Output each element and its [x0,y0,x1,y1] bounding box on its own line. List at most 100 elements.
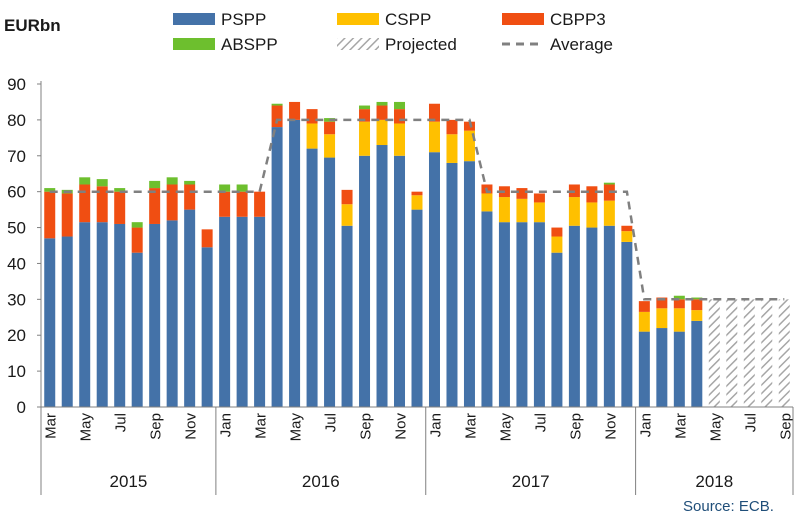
bar-cbpp3 [341,189,353,205]
bar-cbpp3 [638,301,650,312]
bar-group [463,121,475,407]
bar-cbpp3 [254,191,266,217]
bar-group [621,225,633,407]
bar-cspp [376,119,388,146]
bar-pspp [498,222,510,407]
bar-pspp [131,252,143,407]
bar-cbpp3 [306,109,318,124]
bar-cbpp3 [411,191,423,196]
bar-group [428,103,440,407]
bar-abspp [79,177,91,185]
x-tick-label: Sep [777,413,794,440]
bar-pspp [306,148,318,407]
bar-pspp [79,222,91,407]
bar-cspp [603,200,615,226]
bar-projected [778,299,790,407]
bar-group [586,186,598,407]
bar-projected [743,299,755,407]
bar-cspp [481,193,493,212]
bar-group [498,186,510,407]
bar-group [254,191,266,407]
bar-abspp [603,182,615,185]
x-tick-label: May [78,413,95,442]
bar-cspp [638,311,650,332]
x-tick-label: Nov [393,413,410,440]
bar-group [236,184,248,407]
bar-group [79,177,91,407]
bar-cspp [446,134,458,163]
y-tick-label: 80 [7,111,26,130]
bar-abspp [394,101,406,110]
bar-cbpp3 [446,119,458,135]
bar-group [603,182,615,407]
legend-label-average: Average [550,35,613,54]
bar-cbpp3 [551,227,563,237]
bar-pspp [219,216,231,407]
bar-pspp [428,152,440,407]
bar-group [44,188,56,407]
bar-abspp [166,177,178,185]
y-tick-label: 20 [7,326,26,345]
bar-group [551,227,563,407]
x-tick-label: May [288,413,305,442]
bar-group [394,101,406,407]
bar-cspp [673,308,685,332]
bar-cbpp3 [114,191,126,224]
bar-abspp [691,297,703,300]
bar-abspp [236,184,248,192]
bar-cbpp3 [673,299,685,309]
bar-cbpp3 [324,121,336,135]
bar-group [743,299,755,407]
x-tick-label: Jul [532,413,549,432]
bar-cspp [656,308,668,329]
x-tick-label: Jul [742,413,759,432]
bar-pspp [44,238,56,407]
x-tick-label: Nov [602,413,619,440]
bar-pspp [166,220,178,407]
legend-item-abspp: ABSPP [173,35,278,54]
bar-cspp [324,134,336,158]
bar-group [761,299,773,407]
bar-cbpp3 [44,191,56,239]
bar-cbpp3 [691,299,703,311]
x-tick-label: Sep [358,413,375,440]
year-label: 2018 [695,472,733,491]
x-tick-label: Mar [253,413,270,439]
bar-group [656,297,668,407]
y-tick-label: 40 [7,254,26,273]
bar-cspp [411,195,423,210]
bar-pspp [551,252,563,407]
y-tick-label: 90 [7,75,26,94]
legend-label-cbpp3: CBPP3 [550,10,606,29]
bar-cbpp3 [289,101,301,120]
bar-abspp [131,222,143,228]
source-note: Source: ECB. [683,498,774,515]
bar-pspp [516,222,528,407]
bar-pspp [586,227,598,407]
bar-projected [726,299,738,407]
bar-pspp [446,162,458,407]
x-tick-label: May [497,413,514,442]
bar-cbpp3 [201,229,213,248]
y-tick-label: 70 [7,147,26,166]
legend-item-pspp: PSPP [173,10,266,29]
bar-abspp [271,103,283,106]
bar-pspp [638,331,650,407]
bar-cspp [516,198,528,223]
bar-cspp [533,202,545,223]
bar-group [568,184,580,407]
bar-pspp [481,211,493,407]
bar-pspp [359,155,371,407]
legend-label-projected: Projected [385,35,457,54]
bar-cbpp3 [271,105,283,128]
legend-item-average: Average [502,35,613,54]
bar-group [131,222,143,407]
x-tick-label: Mar [43,413,60,439]
legend-swatch-cspp [337,13,379,25]
legend-label-pspp: PSPP [221,10,266,29]
x-tick-label: Sep [567,413,584,440]
bar-abspp [184,180,196,185]
bar-abspp [96,179,108,187]
bar-cspp [621,231,633,242]
